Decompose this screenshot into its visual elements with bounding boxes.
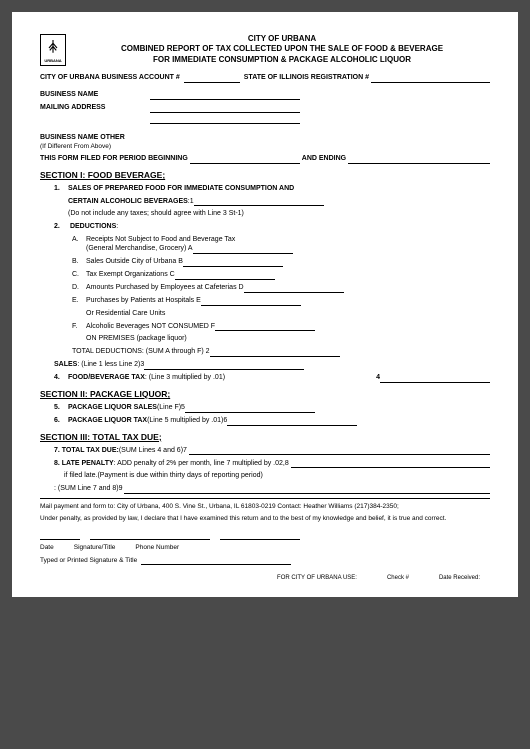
business-name-input[interactable] xyxy=(150,91,300,100)
mailing-label: MAILING ADDRESS xyxy=(40,104,150,113)
line5-input[interactable] xyxy=(185,404,315,413)
account-input[interactable] xyxy=(184,74,240,83)
line8-input[interactable] xyxy=(291,459,490,468)
total-deductions: TOTAL DEDUCTIONS: (SUM A through F) 2 xyxy=(72,348,490,357)
ded-e-input[interactable] xyxy=(201,297,301,306)
line7-input[interactable] xyxy=(189,446,490,455)
line6-input[interactable] xyxy=(227,417,357,426)
mailing-input-1[interactable] xyxy=(150,104,300,113)
penalty-text: Under penalty, as provided by law, I dec… xyxy=(40,515,490,523)
section-1-title: SECTION I: FOOD BEVERAGE; xyxy=(40,170,490,181)
item1-note: (Do not include any taxes; should agree … xyxy=(54,210,490,219)
item-4: 4. FOOD/BEVERAGE TAX : (Line 3 multiplie… xyxy=(40,374,490,383)
if-different: (If Different From Above) xyxy=(40,143,490,151)
section-2-title: SECTION II: PACKAGE LIQUOR; xyxy=(40,389,490,400)
period-begin-label: THIS FORM FILED FOR PERIOD BEGINNING xyxy=(40,155,188,164)
line9-input[interactable] xyxy=(124,485,490,494)
phone-input[interactable] xyxy=(220,531,300,540)
business-name-label: BUSINESS NAME xyxy=(40,91,150,100)
account-row: CITY OF URBANA BUSINESS ACCOUNT # STATE … xyxy=(40,74,490,83)
deduction-b: B. Sales Outside City of Urbana B xyxy=(72,258,490,267)
state-reg-label: STATE OF ILLINOIS REGISTRATION # xyxy=(244,74,369,83)
mail-info: Mail payment and form to: City of Urbana… xyxy=(40,503,490,511)
logo-label: URBANA xyxy=(44,58,61,63)
mailing-input-2[interactable] xyxy=(150,115,300,124)
ded-c-input[interactable] xyxy=(175,271,275,280)
deduction-c: C. Tax Exempt Organizations C xyxy=(72,271,490,280)
period-end-input[interactable] xyxy=(348,155,490,164)
business-name-row: BUSINESS NAME xyxy=(40,91,490,100)
item-2: 2. DEDUCTIONS: xyxy=(40,223,490,232)
city-logo: URBANA xyxy=(40,34,66,66)
item-8: 8. LATE PENALTY : ADD penalty of 2% per … xyxy=(40,459,490,481)
period-row: THIS FORM FILED FOR PERIOD BEGINNING AND… xyxy=(40,155,490,164)
signature-labels: Date Signature/Title Phone Number xyxy=(40,544,490,552)
deduction-f: F.Alcoholic Beverages NOT CONSUMED F ON … xyxy=(72,322,490,344)
sig-input[interactable] xyxy=(90,531,210,540)
header-title: CITY OF URBANA COMBINED REPORT OF TAX CO… xyxy=(74,34,490,66)
mailing-row-2 xyxy=(40,115,490,124)
item-5: 5. PACKAGE LIQUOR SALES (Line F)5 xyxy=(40,404,490,413)
line4-input[interactable] xyxy=(380,374,490,383)
form-page: URBANA CITY OF URBANA COMBINED REPORT OF… xyxy=(12,12,518,597)
mailing-row: MAILING ADDRESS xyxy=(40,104,490,113)
deduction-a: A.Receipts Not Subject to Food and Bever… xyxy=(72,236,490,254)
typed-sig-input[interactable] xyxy=(141,556,291,565)
period-begin-input[interactable] xyxy=(190,155,300,164)
item-7: 7. TOTAL TAX DUE: (SUM Lines 4 and 6)7 xyxy=(40,446,490,455)
item-1: 1. SALES OF PREPARED FOOD FOR IMMEDIATE … xyxy=(40,185,490,220)
sales-row: SALES : (Line 1 less Line 2)3 xyxy=(40,361,490,370)
ded-f-input[interactable] xyxy=(215,322,315,331)
signature-line xyxy=(40,531,490,540)
ded-a-input[interactable] xyxy=(193,245,293,254)
header: URBANA CITY OF URBANA COMBINED REPORT OF… xyxy=(40,34,490,66)
ded-d-input[interactable] xyxy=(244,284,344,293)
period-end-label: AND ENDING xyxy=(302,155,346,164)
state-reg-input[interactable] xyxy=(371,74,490,83)
deduction-e: E.Purchases by Patients at Hospitals E O… xyxy=(72,297,490,319)
account-label: CITY OF URBANA BUSINESS ACCOUNT # xyxy=(40,74,180,83)
sales-input[interactable] xyxy=(144,361,304,370)
item-6: 6. PACKAGE LIQUOR TAX (Line 5 multiplied… xyxy=(40,417,490,426)
section-3-title: SECTION III: TOTAL TAX DUE; xyxy=(40,432,490,443)
total-ded-input[interactable] xyxy=(210,348,340,357)
item-sum: : (SUM Line 7 and 8)9 xyxy=(40,485,490,494)
deduction-d: D. Amounts Purchased by Employees at Caf… xyxy=(72,284,490,293)
deductions-list: A.Receipts Not Subject to Food and Bever… xyxy=(40,236,490,357)
business-other-label: BUSINESS NAME OTHER xyxy=(40,134,490,143)
typed-sig-row: Typed or Printed Signature & Title xyxy=(40,556,490,565)
office-use: FOR CITY OF URBANA USE: Check # Date Rec… xyxy=(40,575,490,583)
date-input[interactable] xyxy=(40,531,80,540)
ded-b-input[interactable] xyxy=(183,258,283,267)
line1-input[interactable] xyxy=(194,197,324,206)
divider xyxy=(40,498,490,499)
